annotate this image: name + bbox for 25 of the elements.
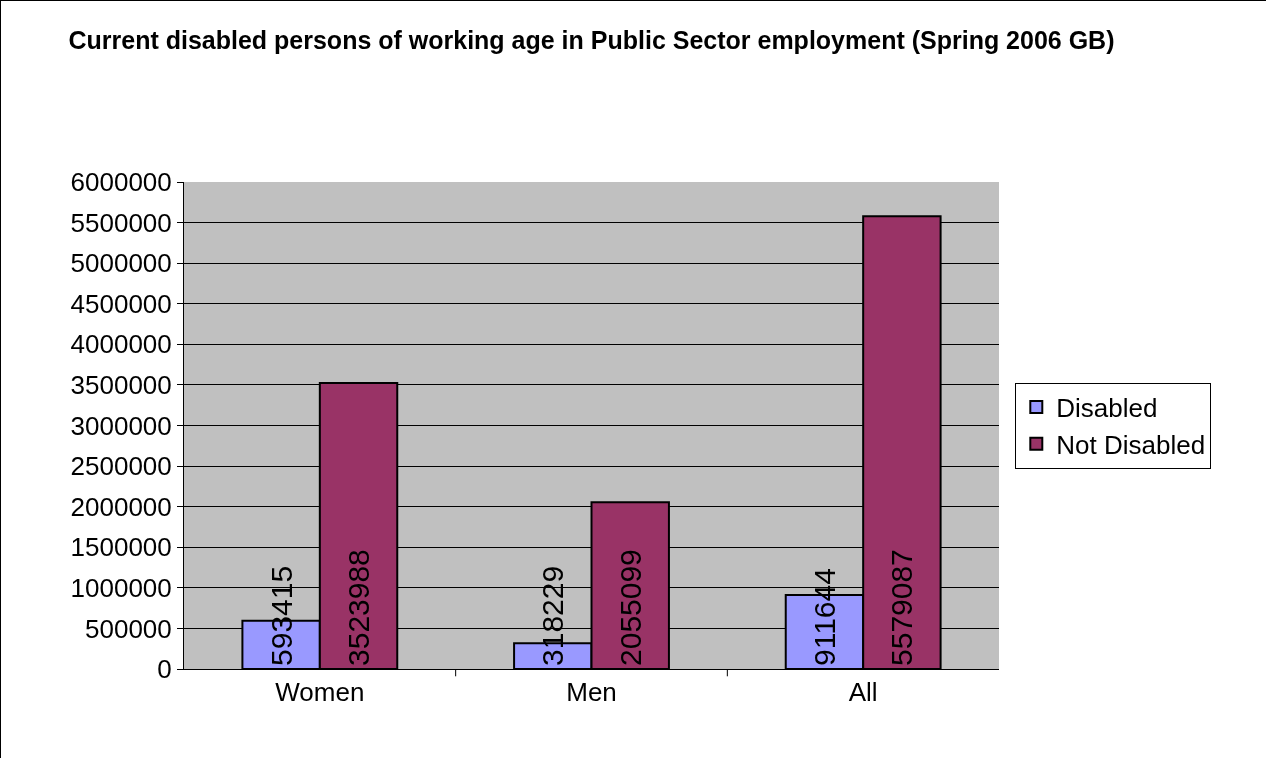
y-tick-label: 3000000	[70, 410, 172, 441]
y-tick-label: 2000000	[70, 491, 172, 522]
data-label: 3523988	[342, 549, 376, 666]
data-label: 911644	[807, 568, 841, 666]
y-tick-label: 6000000	[70, 167, 172, 198]
y-tick-label: 4000000	[70, 329, 172, 360]
data-label: 318229	[536, 565, 570, 666]
data-label: 2055099	[613, 549, 647, 666]
y-tick-label: 5000000	[70, 248, 172, 279]
y-tick-label: 4500000	[70, 288, 172, 319]
x-tick-label: Women	[275, 677, 365, 708]
y-tick-label: 0	[157, 654, 172, 685]
y-tick-label: 3500000	[70, 370, 172, 401]
y-tick-label: 1000000	[70, 572, 172, 603]
x-tick-label: Men	[566, 677, 617, 708]
data-label: 593415	[264, 565, 298, 666]
y-tick-label: 1500000	[70, 532, 172, 563]
legend-label: Not Disabled	[1056, 429, 1206, 460]
y-tick-label: 5500000	[70, 207, 172, 238]
data-label: 5579087	[885, 549, 919, 666]
chart-title: Current disabled persons of working age in Public Sector employment (Spring 2006 GB)	[68, 25, 1115, 54]
y-tick-label: 500000	[85, 613, 172, 644]
y-tick-label: 2500000	[70, 451, 172, 482]
x-tick-label: All	[848, 677, 878, 708]
legend-label: Disabled	[1056, 393, 1158, 424]
